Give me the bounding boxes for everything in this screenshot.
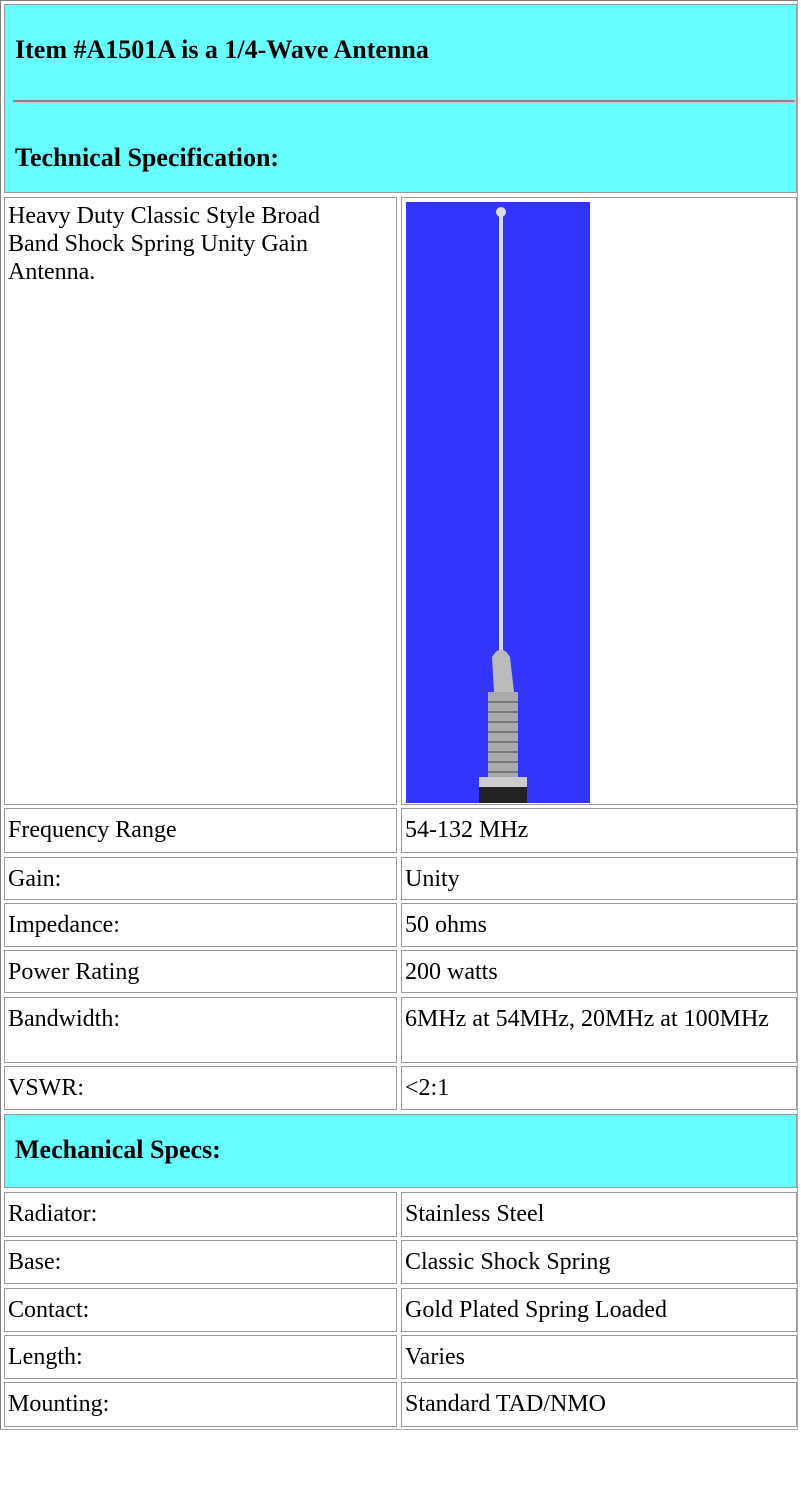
title: Item #A1501A is a 1/4-Wave Antenna [15, 35, 429, 65]
label-cell: Contact: [4, 1288, 397, 1332]
rule [13, 100, 795, 103]
value-cell: Standard TAD/NMO [401, 1382, 797, 1427]
antenna-image [406, 202, 590, 803]
value-cell: Classic Shock Spring [401, 1240, 797, 1284]
label-cell: Length: [4, 1335, 397, 1379]
description: Heavy Duty Classic Style Broad Band Shoc… [4, 197, 397, 805]
value-cell: Varies [401, 1335, 797, 1379]
label-cell: Frequency Range [4, 808, 397, 853]
label-cell: Power Rating [4, 950, 397, 993]
label-cell: Bandwidth: [4, 997, 397, 1063]
value-cell: Stainless Steel [401, 1192, 797, 1237]
value-cell: <2:1 [401, 1066, 797, 1110]
value-cell: 54-132 MHz [401, 808, 797, 853]
label-cell: Gain: [4, 857, 397, 900]
label-cell: Impedance: [4, 903, 397, 947]
value-cell: 200 watts [401, 950, 797, 993]
label-cell: Radiator: [4, 1192, 397, 1237]
page: Item #A1501A is a 1/4-Wave Antenna Techn… [0, 0, 801, 1504]
subtitle: Technical Specification: [15, 143, 279, 173]
header-band: Item #A1501A is a 1/4-Wave Antenna Techn… [4, 4, 797, 193]
label-cell: VSWR: [4, 1066, 397, 1110]
value-cell: Gold Plated Spring Loaded [401, 1288, 797, 1332]
value-cell: 6MHz at 54MHz, 20MHz at 100MHz [401, 997, 797, 1063]
label-cell: Mounting: [4, 1382, 397, 1427]
value-cell: Unity [401, 857, 797, 900]
value-cell: 50 ohms [401, 903, 797, 947]
label-cell: Base: [4, 1240, 397, 1284]
mechanical-band: Mechanical Specs: [4, 1114, 797, 1188]
image-cell [401, 197, 797, 805]
mechanical-title: Mechanical Specs: [15, 1135, 221, 1165]
